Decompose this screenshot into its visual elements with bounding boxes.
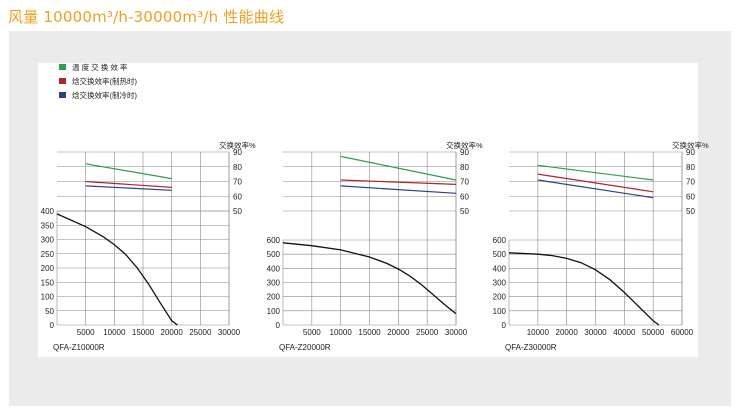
y-tick-label: 400 bbox=[267, 264, 281, 273]
eff-axis-label: 交换效率% bbox=[219, 140, 256, 150]
y-tick-label: 300 bbox=[41, 236, 55, 245]
left-axis-labels: 0 100 200 300 400 500 600 bbox=[493, 236, 507, 330]
efficiency-line bbox=[85, 163, 172, 180]
y-tick-label: 500 bbox=[493, 250, 507, 259]
eff-tick-label: 80 bbox=[460, 163, 469, 172]
x-tick-label: 15000 bbox=[358, 328, 381, 337]
x-tick-label: 60000 bbox=[671, 328, 694, 337]
legend-label: 焓交换效率(制冷时) bbox=[72, 90, 137, 100]
y-tick-label: 0 bbox=[50, 321, 55, 330]
y-tick-label: 50 bbox=[45, 307, 54, 316]
efficiency-line bbox=[340, 155, 457, 181]
y-tick-label: 300 bbox=[493, 279, 507, 288]
y-tick-label: 100 bbox=[41, 293, 55, 302]
eff-tick-label: 50 bbox=[233, 207, 242, 216]
grid bbox=[282, 151, 457, 326]
right-axis-labels: 50 60 70 80 90 bbox=[686, 148, 695, 216]
eff-tick-label: 70 bbox=[233, 178, 242, 187]
y-tick-label: 500 bbox=[267, 250, 281, 259]
pressure-curve bbox=[508, 252, 660, 326]
y-tick-label: 200 bbox=[41, 264, 55, 273]
x-tick-label: 5000 bbox=[303, 328, 321, 337]
chart-card bbox=[38, 63, 698, 357]
x-tick-label: 50000 bbox=[642, 328, 665, 337]
model-label: QFA-Z30000R bbox=[505, 343, 557, 352]
efficiency-line bbox=[85, 185, 172, 191]
y-tick-label: 100 bbox=[267, 307, 281, 316]
grid bbox=[56, 151, 230, 326]
efficiency-line bbox=[537, 164, 654, 181]
eff-tick-label: 90 bbox=[686, 148, 695, 157]
x-tick-label: 20000 bbox=[556, 328, 579, 337]
x-tick-label: 30000 bbox=[584, 328, 607, 337]
x-tick-label: 25000 bbox=[189, 328, 212, 337]
legend-swatch bbox=[59, 92, 66, 98]
eff-tick-label: 60 bbox=[686, 192, 695, 201]
eff-tick-label: 60 bbox=[460, 192, 469, 201]
eff-tick-label: 70 bbox=[686, 178, 695, 187]
pressure-curve bbox=[282, 242, 457, 315]
efficiency-line bbox=[537, 179, 654, 199]
right-axis-labels: 50 60 70 80 90 bbox=[460, 148, 469, 216]
efficiency-line bbox=[85, 180, 172, 188]
y-tick-label: 0 bbox=[502, 321, 507, 330]
legend-swatch bbox=[59, 64, 66, 70]
x-tick-label: 30000 bbox=[218, 328, 241, 337]
y-tick-label: 0 bbox=[276, 321, 281, 330]
y-tick-label: 250 bbox=[41, 250, 55, 259]
page-title: 风量 10000m³/h-30000m³/h 性能曲线 bbox=[8, 8, 285, 26]
x-tick-label: 20000 bbox=[387, 328, 410, 337]
eff-tick-label: 50 bbox=[686, 207, 695, 216]
x-axis-labels: 10000 20000 30000 40000 50000 60000 bbox=[527, 328, 694, 337]
x-tick-label: 5000 bbox=[77, 328, 95, 337]
eff-tick-label: 80 bbox=[686, 163, 695, 172]
eff-axis-label: 交换效率% bbox=[672, 140, 709, 150]
pressure-curve bbox=[56, 213, 178, 326]
x-axis-labels: 5000 10000 15000 20000 25000 30000 bbox=[77, 328, 241, 337]
y-tick-label: 350 bbox=[41, 221, 55, 230]
eff-tick-label: 60 bbox=[233, 192, 242, 201]
y-tick-label: 600 bbox=[267, 236, 281, 245]
x-tick-label: 20000 bbox=[161, 328, 184, 337]
efficiency-line bbox=[340, 185, 457, 194]
eff-tick-label: 80 bbox=[233, 163, 242, 172]
model-label: QFA-Z20000R bbox=[279, 343, 331, 352]
eff-tick-label: 90 bbox=[233, 148, 242, 157]
model-label: QFA-Z10000R bbox=[53, 343, 105, 352]
efficiency-line bbox=[537, 173, 654, 193]
efficiency-line bbox=[340, 179, 457, 185]
y-tick-label: 100 bbox=[493, 307, 507, 316]
x-tick-label: 25000 bbox=[416, 328, 439, 337]
eff-tick-label: 50 bbox=[460, 207, 469, 216]
y-tick-label: 150 bbox=[41, 278, 55, 287]
right-axis-labels: 50 60 70 80 90 bbox=[233, 148, 242, 216]
y-tick-label: 600 bbox=[493, 236, 507, 245]
left-axis-labels: 0 100 200 300 400 500 600 bbox=[267, 236, 281, 330]
eff-axis-label: 交换效率% bbox=[446, 140, 483, 150]
y-tick-label: 300 bbox=[267, 279, 281, 288]
eff-tick-label: 90 bbox=[460, 148, 469, 157]
left-axis-labels: 0 50 100 150 200 250 300 350 400 bbox=[41, 207, 55, 330]
legend-label: 温 度 交 换 效 率 bbox=[72, 62, 128, 72]
x-tick-label: 40000 bbox=[613, 328, 636, 337]
eff-tick-label: 70 bbox=[460, 178, 469, 187]
x-tick-label: 10000 bbox=[330, 328, 353, 337]
y-tick-label: 200 bbox=[493, 293, 507, 302]
x-tick-label: 10000 bbox=[527, 328, 550, 337]
grid bbox=[508, 151, 683, 326]
x-tick-label: 30000 bbox=[445, 328, 468, 337]
legend-swatch bbox=[59, 78, 66, 84]
legend-label: 焓交换效率(制热时) bbox=[72, 76, 137, 86]
x-tick-label: 10000 bbox=[103, 328, 126, 337]
y-tick-label: 400 bbox=[493, 264, 507, 273]
y-tick-label: 400 bbox=[41, 207, 55, 216]
x-axis-labels: 5000 10000 15000 20000 25000 30000 bbox=[303, 328, 468, 337]
x-tick-label: 15000 bbox=[132, 328, 155, 337]
y-tick-label: 200 bbox=[267, 293, 281, 302]
